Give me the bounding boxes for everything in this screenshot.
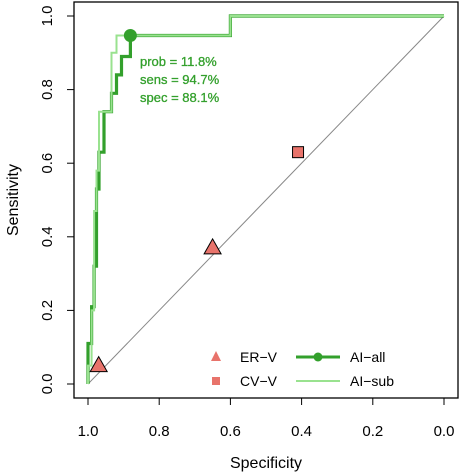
legend-item: AI−sub (296, 373, 394, 389)
legend: ER−V CV−V AI−all AI−sub (211, 349, 394, 389)
series-layer (86, 14, 444, 384)
x-axis-label: Specificity (230, 455, 302, 472)
operating-point-label: spec = 88.1% (140, 90, 220, 105)
y-tick-label: 0.8 (39, 79, 56, 100)
x-tick-label: 0.4 (291, 423, 312, 440)
diagonal-reference-line (87, 15, 445, 385)
legend-item: ER−V (211, 349, 278, 365)
legend-label: ER−V (240, 349, 278, 365)
operating-point-label: sens = 94.7% (140, 72, 220, 87)
x-tick-label: 1.0 (78, 423, 99, 440)
axis-ticks: 1.0 0.8 0.6 0.4 0.2 0.0 0.0 0.2 0.4 0.6 0.8 1.0 (39, 6, 454, 440)
legend-label: CV−V (240, 373, 278, 389)
marker-layer (89, 146, 305, 373)
legend-point-icon (313, 352, 323, 362)
y-tick-label: 0.2 (39, 300, 56, 321)
legend-square-icon (212, 377, 220, 385)
legend-item: AI−all (296, 349, 385, 365)
x-tick-label: 0.0 (434, 423, 455, 440)
x-tick-label: 0.6 (220, 423, 241, 440)
operating-point (123, 29, 137, 43)
marker-cv-v (292, 146, 305, 159)
marker-er-v (203, 237, 222, 255)
legend-item: CV−V (212, 373, 278, 389)
marker-er-v (89, 355, 109, 373)
y-tick-label: 0.4 (39, 226, 56, 247)
operating-point-label: prob = 11.8% (140, 54, 217, 69)
x-tick-label: 0.2 (362, 423, 383, 440)
y-tick-label: 1.0 (39, 6, 56, 27)
roc-curve-ai-sub (87, 15, 444, 384)
x-tick-label: 0.8 (149, 423, 170, 440)
y-tick-label: 0.6 (39, 153, 56, 174)
legend-label: AI−all (350, 349, 385, 365)
legend-label: AI−sub (350, 373, 394, 389)
y-tick-label: 0.0 (39, 374, 56, 395)
legend-triangle-icon (211, 351, 221, 361)
y-axis-label: Sensitivity (5, 164, 22, 236)
plot-frame (73, 1, 459, 399)
operating-point-layer: prob = 11.8% sens = 94.7% spec = 88.1% (123, 29, 220, 105)
